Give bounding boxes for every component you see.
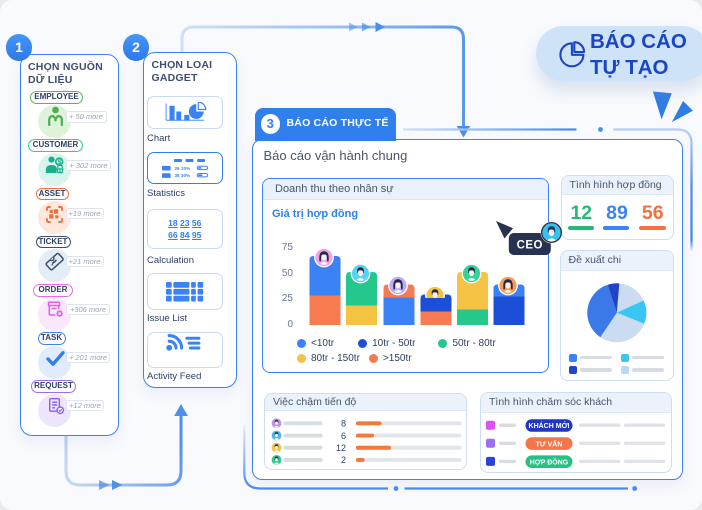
- svg-text:HỢP ĐỒNG: HỢP ĐỒNG: [530, 456, 569, 466]
- svg-text:KHÁCH MỚI: KHÁCH MỚI: [529, 421, 570, 430]
- svg-text:TƯ VẤN: TƯ VẤN: [536, 438, 563, 448]
- svg-text:CEO: CEO: [517, 240, 543, 252]
- svg-text:12: 12: [336, 443, 346, 453]
- svg-text:38 30%: 38 30%: [175, 173, 191, 178]
- svg-text:26 10%: 26 10%: [175, 165, 191, 170]
- svg-text:2: 2: [341, 455, 346, 465]
- svg-text:8: 8: [341, 418, 346, 428]
- svg-text:$: $: [58, 159, 62, 166]
- svg-text:6: 6: [341, 430, 346, 440]
